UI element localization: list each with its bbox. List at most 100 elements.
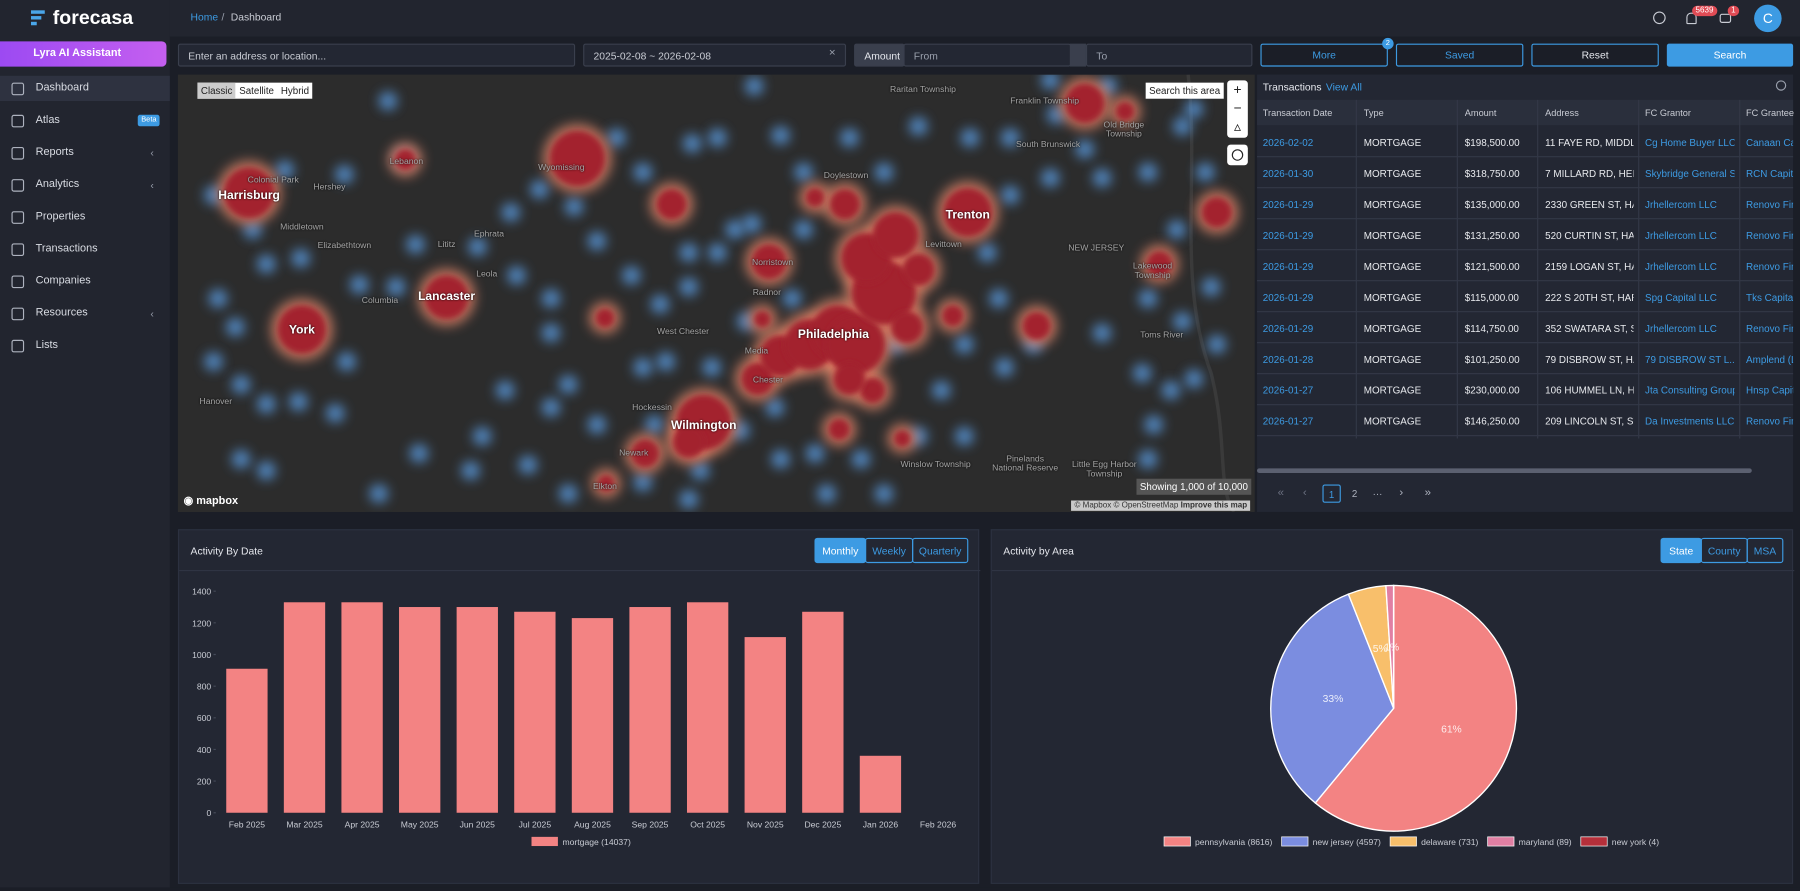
zoom-controls[interactable]: + − ▵ bbox=[1227, 80, 1248, 138]
amount-to[interactable]: To bbox=[1085, 43, 1253, 67]
table-cell[interactable]: Jrhellercom LLC bbox=[1645, 260, 1717, 273]
amount-from[interactable]: From bbox=[903, 43, 1072, 67]
help-icon[interactable] bbox=[1653, 11, 1666, 25]
table-cell[interactable]: 79 DISBROW ST L... bbox=[1645, 353, 1735, 366]
assistant-button[interactable]: Lyra AI Assistant bbox=[0, 41, 167, 67]
table-cell[interactable]: Cg Home Buyer LLC bbox=[1645, 136, 1735, 149]
heat-core bbox=[754, 311, 771, 328]
table-cell[interactable]: 2026-02-02 bbox=[1262, 136, 1314, 149]
heat-spot bbox=[909, 117, 928, 136]
heat-spot bbox=[874, 163, 894, 182]
y-tick-label: 1400 bbox=[192, 587, 211, 597]
table-cell[interactable]: 2026-01-27 bbox=[1262, 415, 1314, 428]
table-cell[interactable]: Hnsp Capit bbox=[1746, 384, 1794, 397]
nav-item[interactable]: Atlas Beta bbox=[0, 108, 170, 133]
settings-icon[interactable] bbox=[1775, 80, 1787, 91]
heat-spot bbox=[386, 277, 406, 297]
heat-core bbox=[1065, 83, 1105, 123]
column-header[interactable]: Transaction Date bbox=[1262, 107, 1333, 119]
table-cell[interactable]: 2026-01-28 bbox=[1262, 353, 1314, 366]
table-cell[interactable]: Amplend (L bbox=[1746, 353, 1794, 366]
reset-button[interactable]: Reset bbox=[1531, 43, 1659, 67]
toggle-label[interactable]: Weekly bbox=[872, 546, 907, 557]
table-cell[interactable]: Da Investments LLC bbox=[1645, 415, 1735, 428]
page-number[interactable]: 1 bbox=[1322, 484, 1341, 503]
row-divider bbox=[1257, 280, 1794, 282]
table-cell[interactable]: Tks Capita bbox=[1746, 291, 1794, 304]
map[interactable]: Harrisburg York Lancaster Philadelphia Trent… bbox=[177, 74, 1255, 512]
table-cell[interactable]: Jta Consulting Group bbox=[1645, 384, 1735, 397]
table-cell[interactable]: Renovo Fin bbox=[1746, 322, 1794, 335]
table-cell[interactable]: Jrhellercom LLC bbox=[1645, 322, 1717, 335]
toggle-label[interactable]: County bbox=[1708, 546, 1742, 557]
table-cell: $101,250.00 bbox=[1464, 353, 1520, 366]
nav-item[interactable]: Analytics ‹ bbox=[0, 172, 170, 197]
table-cell[interactable]: 2026-01-29 bbox=[1262, 198, 1314, 211]
table-cell[interactable]: 2026-01-27 bbox=[1262, 384, 1314, 397]
table-cell[interactable]: Canaan Ca bbox=[1746, 136, 1794, 149]
table-cell[interactable]: Renovo Fin bbox=[1746, 198, 1794, 211]
table-cell[interactable]: Spg Capital LLC bbox=[1645, 291, 1717, 304]
map-label: Media bbox=[744, 345, 769, 356]
table-cell[interactable]: 2026-01-29 bbox=[1262, 229, 1314, 242]
table-cell[interactable]: Skybridge General Se bbox=[1645, 167, 1735, 180]
table-cell: $146,250.00 bbox=[1464, 415, 1520, 428]
date-range[interactable]: 2025-02-08 ~ 2026-02-08 bbox=[583, 43, 847, 67]
table-cell[interactable]: 2026-01-29 bbox=[1262, 322, 1314, 335]
messages-icon[interactable] bbox=[1719, 13, 1732, 23]
page-arrow[interactable]: « bbox=[1277, 486, 1285, 500]
toggle-button[interactable] bbox=[912, 537, 969, 564]
style-option[interactable]: Classic bbox=[197, 82, 236, 99]
view-all-link[interactable]: View All bbox=[1325, 81, 1362, 93]
page-number[interactable]: 2 bbox=[1351, 487, 1358, 500]
page-number[interactable]: ··· bbox=[1372, 487, 1383, 500]
nav-item[interactable]: Companies bbox=[0, 269, 170, 294]
column-header[interactable]: Amount bbox=[1464, 107, 1497, 119]
toggle-label[interactable]: Monthly bbox=[822, 546, 859, 557]
toggle-label[interactable]: MSA bbox=[1754, 546, 1776, 557]
bar bbox=[629, 607, 671, 813]
nav-item[interactable]: Transactions bbox=[0, 236, 170, 261]
table-cell[interactable]: Jrhellercom LLC bbox=[1645, 229, 1717, 242]
breadcrumb-link[interactable]: Home bbox=[190, 11, 219, 23]
table-cell[interactable]: Jrhellercom LLC bbox=[1645, 198, 1717, 211]
avatar[interactable]: C bbox=[1754, 4, 1782, 33]
table-cell[interactable]: 2026-01-29 bbox=[1262, 291, 1314, 304]
nav-label: Resources bbox=[35, 306, 88, 320]
column-header[interactable]: FC Grantee bbox=[1746, 107, 1795, 119]
location-input[interactable]: Enter an address or location... bbox=[177, 43, 576, 67]
style-option[interactable]: Satellite bbox=[239, 84, 274, 97]
nav-item[interactable]: Resources ‹ bbox=[0, 301, 170, 326]
toggle-label[interactable]: State bbox=[1669, 546, 1693, 557]
table-cell[interactable]: Renovo Fin bbox=[1746, 260, 1794, 273]
locate-button[interactable] bbox=[1227, 144, 1248, 166]
bell-icon[interactable] bbox=[1686, 12, 1697, 25]
saved-button[interactable]: Saved bbox=[1395, 43, 1524, 67]
toggle-button[interactable] bbox=[1746, 537, 1784, 564]
scrollbar[interactable] bbox=[1257, 468, 1752, 473]
page-arrow[interactable]: › bbox=[1399, 486, 1404, 500]
table-cell[interactable]: RCN Capita bbox=[1746, 167, 1794, 180]
more-button[interactable]: More bbox=[1260, 43, 1388, 67]
table-cell: MORTGAGE bbox=[1363, 229, 1422, 242]
column-header[interactable]: Address bbox=[1545, 107, 1579, 119]
style-option[interactable]: Hybrid bbox=[280, 84, 310, 97]
nav-item[interactable]: Properties bbox=[0, 204, 170, 229]
table-cell[interactable]: 2026-01-30 bbox=[1262, 167, 1314, 180]
search-button[interactable]: Search bbox=[1666, 43, 1794, 67]
page-arrow[interactable]: » bbox=[1424, 486, 1432, 500]
toggle-label[interactable]: Quarterly bbox=[919, 546, 962, 557]
table-cell[interactable]: Renovo Fin bbox=[1746, 229, 1794, 242]
table-cell[interactable]: Renovo Fin bbox=[1746, 415, 1794, 428]
nav-item[interactable]: Dashboard bbox=[0, 75, 170, 102]
nav-item[interactable]: Lists bbox=[0, 333, 170, 358]
page-arrow[interactable]: ‹ bbox=[1302, 486, 1307, 500]
search-area-button[interactable]: Search this area bbox=[1145, 82, 1224, 99]
table-cell[interactable]: 2026-01-29 bbox=[1262, 260, 1314, 273]
improve-link[interactable]: Improve this map bbox=[1180, 501, 1248, 510]
column-header[interactable]: Type bbox=[1363, 107, 1384, 119]
clear-icon[interactable]: × bbox=[828, 47, 836, 60]
column-header[interactable]: FC Grantor bbox=[1645, 107, 1691, 119]
nav-item[interactable]: Reports ‹ bbox=[0, 140, 170, 165]
